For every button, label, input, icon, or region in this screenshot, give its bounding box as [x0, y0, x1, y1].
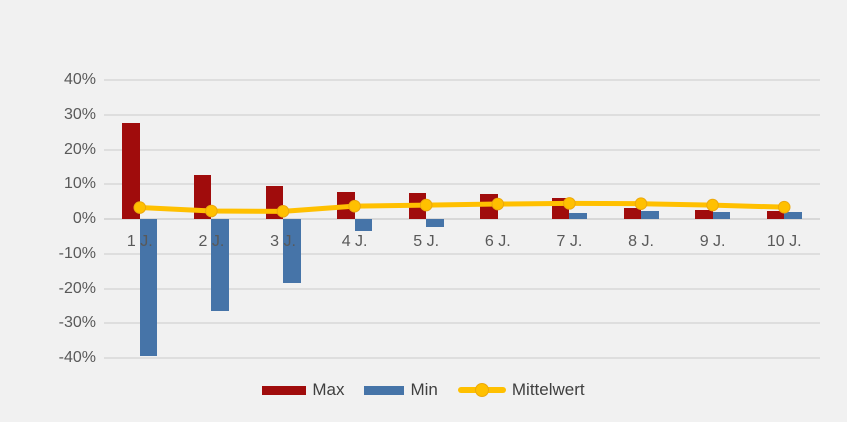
- legend: Max Min Mittelwert: [0, 380, 847, 400]
- x-axis-label: 7 J.: [556, 233, 583, 250]
- mittelwert-line: [137, 200, 787, 214]
- y-axis-label: -30%: [58, 314, 96, 332]
- gridline: [104, 287, 820, 290]
- x-axis-label: 10 J.: [766, 233, 802, 250]
- max-bar: [265, 185, 283, 219]
- legend-item-max: Max: [262, 380, 344, 400]
- min-bar: [426, 219, 444, 228]
- min-bar: [139, 219, 158, 356]
- x-axis-label: 8 J.: [628, 233, 654, 250]
- min-bar: [283, 219, 301, 283]
- y-axis-label: -10%: [58, 244, 96, 262]
- max-bar: [337, 192, 355, 219]
- min-bar: [569, 213, 587, 219]
- max-bar: [193, 175, 212, 219]
- y-axis-label: 30%: [63, 105, 96, 123]
- max-bar: [623, 207, 641, 219]
- x-axis-label: 1 J.: [126, 233, 153, 250]
- gridline: [104, 79, 820, 81]
- y-axis-label: -20%: [58, 279, 96, 297]
- x-axis-label: 2 J.: [198, 233, 225, 250]
- min-bar: [354, 219, 373, 231]
- min-bar: [211, 219, 229, 311]
- max-bar: [408, 193, 427, 219]
- min-bar: [784, 212, 802, 219]
- max-bar: [551, 198, 570, 219]
- max-bar: [480, 193, 498, 219]
- min-swatch-icon: [364, 385, 405, 395]
- legend-item-min: Min: [364, 380, 438, 400]
- max-swatch-icon: [262, 385, 307, 395]
- x-axis-label: 3 J.: [270, 233, 296, 250]
- y-axis-label: 40%: [63, 71, 96, 88]
- legend-item-mittelwert: Mittelwert: [457, 380, 585, 400]
- x-axis-label: 4 J.: [341, 233, 368, 250]
- gridline: [104, 357, 820, 359]
- gridline: [104, 252, 820, 255]
- gridline: [104, 322, 820, 325]
- mittelwert-line-marker-icon: [457, 383, 506, 397]
- x-axis-zero-line: [104, 218, 820, 220]
- y-axis-label: 10%: [63, 175, 96, 193]
- y-axis-label: 20%: [63, 140, 96, 158]
- max-bar: [695, 209, 713, 219]
- min-bar: [641, 211, 659, 219]
- y-axis-label: 0%: [72, 210, 96, 227]
- y-axis-label: -40%: [58, 349, 96, 366]
- legend-label-min: Min: [410, 380, 438, 399]
- gridline: [104, 148, 820, 151]
- legend-label-max: Max: [312, 380, 345, 399]
- legend-label-mittelwert: Mittelwert: [511, 380, 585, 399]
- gridline: [104, 113, 820, 116]
- gridline: [104, 183, 820, 186]
- max-bar: [766, 211, 785, 219]
- x-axis-label: 6 J.: [484, 233, 511, 250]
- line-swatch-dot: [474, 383, 489, 397]
- max-bar: [122, 123, 140, 219]
- x-axis-label: 9 J.: [699, 233, 726, 250]
- x-axis-label: 5 J.: [413, 233, 440, 250]
- min-bar: [712, 212, 731, 219]
